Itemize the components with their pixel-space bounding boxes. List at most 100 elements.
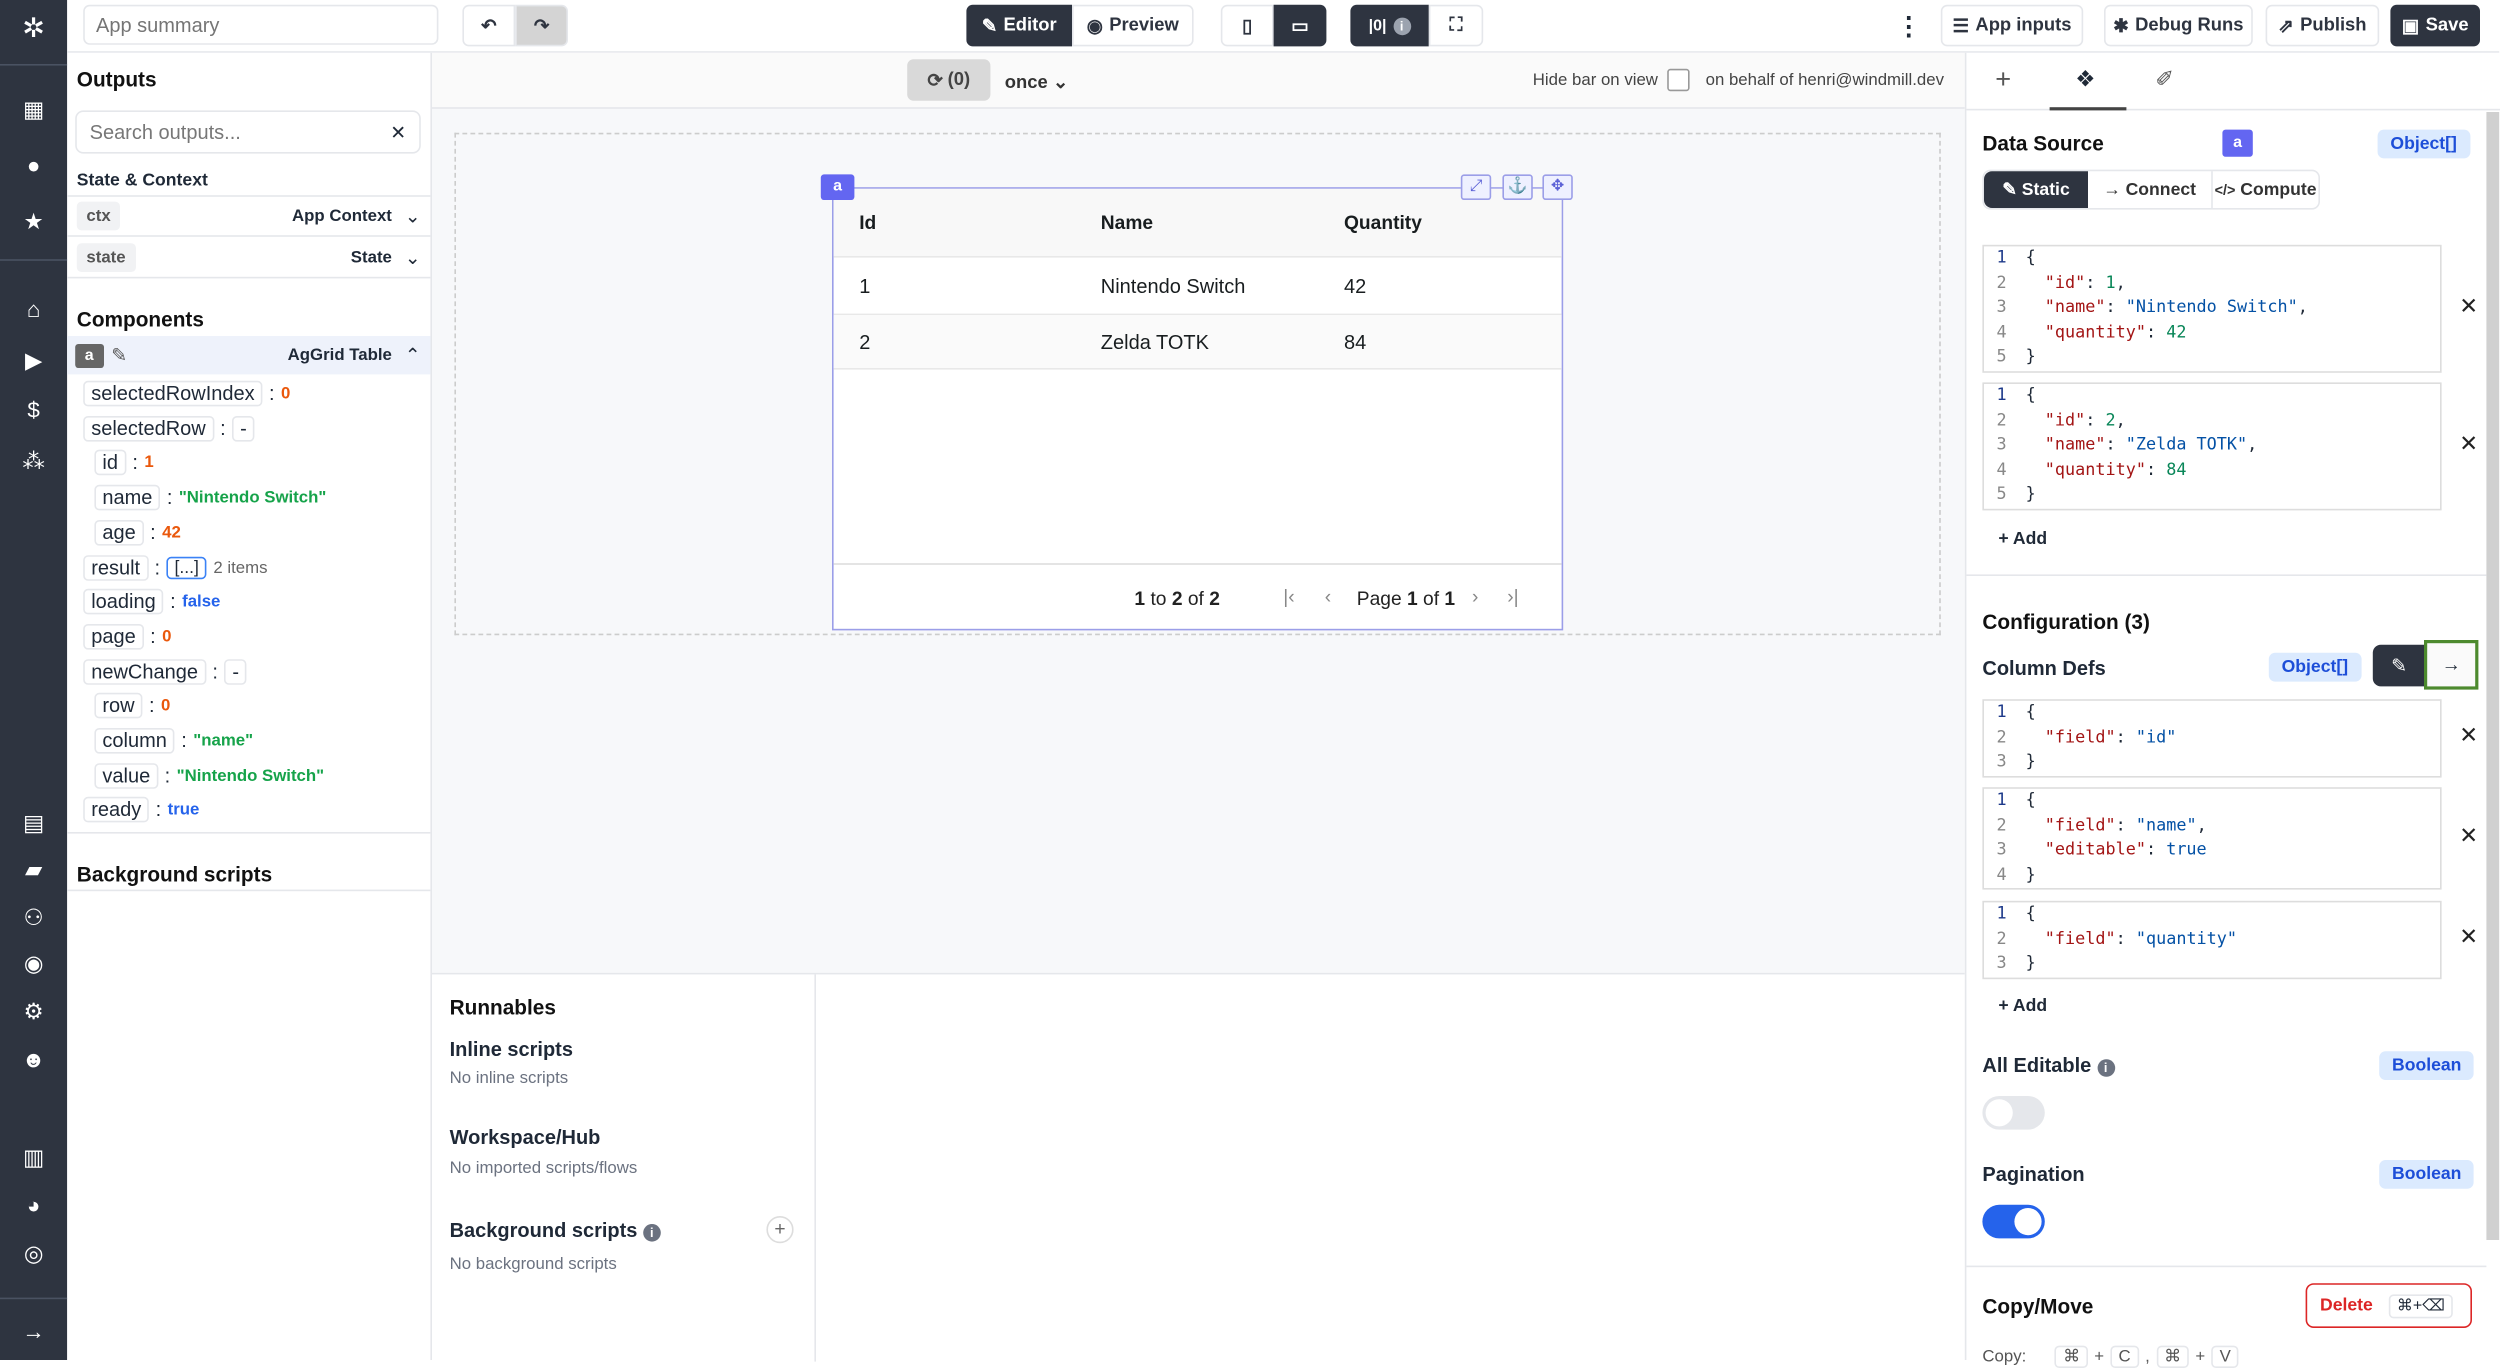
output-tree-item[interactable]: id : 1 — [94, 450, 154, 476]
table-row[interactable]: 2 Zelda TOTK 84 — [833, 315, 1562, 370]
anchor-icon[interactable]: ⚓ — [1502, 174, 1533, 200]
debug-runs-button[interactable]: ✱ Debug Runs — [2104, 4, 2253, 47]
connect-button[interactable]: → — [2424, 640, 2479, 690]
output-tree-item[interactable]: selectedRow : - — [83, 415, 255, 442]
user-icon[interactable]: ● — [26, 152, 41, 178]
component-row[interactable]: a ✎ AgGrid Table ⌃ — [67, 336, 431, 375]
search-outputs-input[interactable]: Search outputs... ✕ — [75, 110, 421, 154]
home-icon[interactable]: ⌂ — [26, 296, 41, 322]
static-edit-button[interactable]: ✎ — [2372, 644, 2426, 687]
all-editable-toggle[interactable] — [1982, 1096, 2045, 1130]
app-inputs-button[interactable]: ☰ App inputs — [1940, 4, 2084, 47]
output-tree-item[interactable]: row : 0 — [94, 693, 170, 719]
output-tree-item[interactable]: value : "Nintendo Switch" — [94, 762, 324, 789]
json-editor[interactable]: 1{2 "id": 1, 3 "name": "Nintendo Switch", 4 "… — [1982, 244, 2442, 372]
json-editor[interactable]: 1{2 "field": "name", 3 "editable": true 4} — [1982, 787, 2442, 890]
output-tree-item[interactable]: result : [...] 2 items — [83, 554, 268, 580]
json-editor[interactable]: 1{2 "id": 2, 3 "name": "Zelda TOTK", 4 "quant… — [1982, 382, 2442, 510]
breakpoint-button[interactable]: |0| i — [1350, 4, 1429, 47]
preview-button[interactable]: ◉ Preview — [1072, 4, 1194, 47]
windmill-logo-icon[interactable]: ✲ — [22, 12, 45, 44]
delete-button[interactable]: Delete ⌘+⌫ — [2305, 1283, 2472, 1328]
pencil-icon[interactable]: ✎ — [111, 344, 128, 367]
cell-name[interactable]: Zelda TOTK — [1100, 330, 1209, 353]
ctx-row[interactable]: ctx App Context ⌄ — [67, 195, 431, 237]
fullscreen-button[interactable]: ⛶ — [1428, 4, 1484, 47]
remove-item-icon[interactable]: ✕ — [2459, 923, 2478, 950]
pagination-toggle[interactable] — [1982, 1204, 2045, 1239]
play-icon[interactable]: ▶ — [24, 347, 43, 373]
output-tree-item[interactable]: column : "name" — [94, 728, 253, 754]
refresh-button[interactable]: ⟳ (0) — [907, 59, 991, 101]
folder-icon[interactable]: ▰ — [24, 856, 43, 882]
column-header-quantity[interactable]: Quantity — [1344, 211, 1422, 234]
calendar-icon[interactable]: ▤ — [23, 809, 45, 836]
cell-quantity[interactable]: 84 — [1344, 330, 1367, 353]
output-tree-item[interactable]: newChange : - — [83, 658, 247, 685]
last-page-icon[interactable]: ›| — [1507, 585, 1519, 608]
editor-button[interactable]: ✎ Editor — [966, 4, 1072, 47]
eye-icon[interactable]: ◉ — [23, 950, 44, 976]
expand-icon[interactable]: ⤢ — [1460, 174, 1492, 200]
run-mode-select[interactable]: once ⌄ — [1005, 70, 1069, 93]
undo-button[interactable]: ↶ — [462, 4, 516, 47]
output-tree-item[interactable]: page : 0 — [83, 623, 171, 650]
cell-id[interactable]: 2 — [859, 330, 871, 353]
scrollbar[interactable] — [2486, 112, 2500, 1240]
cubes-icon[interactable]: ⁂ — [22, 448, 45, 474]
cell-name[interactable]: Nintendo Switch — [1100, 274, 1246, 297]
table-row[interactable]: 1 Nintendo Switch 42 — [833, 258, 1562, 316]
github-icon[interactable]: ◎ — [23, 1240, 44, 1266]
output-tree-item[interactable]: ready : true — [83, 797, 199, 824]
cell-quantity[interactable]: 42 — [1344, 274, 1367, 297]
next-page-icon[interactable]: › — [1472, 585, 1479, 608]
clear-icon[interactable]: ✕ — [390, 120, 407, 144]
app-summary-input[interactable] — [83, 4, 439, 45]
users-icon[interactable]: ⚇ — [23, 904, 44, 930]
tab-styling-brush-icon[interactable]: ✐ — [2155, 65, 2174, 92]
tab-insert-plus-icon[interactable]: + — [1995, 64, 2012, 95]
building-icon[interactable]: ▦ — [23, 96, 45, 122]
discord-icon[interactable]: ◕ — [26, 1192, 41, 1218]
column-header-id[interactable]: Id — [859, 211, 877, 234]
more-menu-icon[interactable]: ⋮ — [1896, 14, 1922, 42]
output-tree-item[interactable]: name : "Nintendo Switch" — [94, 484, 326, 511]
hide-bar-checkbox[interactable] — [1667, 68, 1690, 92]
component-id-tag[interactable]: a — [820, 174, 855, 200]
output-value[interactable]: [...] — [166, 556, 207, 579]
move-icon[interactable]: ✥ — [1542, 174, 1573, 200]
json-editor[interactable]: 1{2 "field": "quantity" 3} — [1982, 900, 2442, 979]
output-tree-item[interactable]: age : 42 — [94, 519, 181, 546]
save-button[interactable]: ▣ Save — [2390, 4, 2480, 47]
first-page-icon[interactable]: |‹ — [1283, 585, 1295, 608]
tab-component-settings-icon[interactable]: ❖ — [2075, 65, 2096, 92]
robot-icon[interactable]: ☻ — [21, 1046, 46, 1072]
arrow-right-icon[interactable]: → — [22, 1318, 45, 1344]
gear-icon[interactable]: ⚙ — [23, 998, 44, 1024]
mode-connect[interactable]: → Connect — [2088, 171, 2213, 208]
add-background-script-button[interactable]: + — [766, 1216, 794, 1244]
star-icon[interactable]: ★ — [23, 208, 44, 234]
state-row[interactable]: state State ⌄ — [67, 237, 431, 279]
dollar-icon[interactable]: $ — [27, 396, 40, 423]
column-header-name[interactable]: Name — [1100, 211, 1154, 234]
output-value[interactable]: - — [224, 658, 247, 685]
output-tree-item[interactable]: selectedRowIndex : 0 — [83, 380, 290, 407]
redo-button[interactable]: ↷ — [515, 4, 568, 47]
mode-compute[interactable]: </> Compute — [2213, 171, 2319, 208]
add-column-def-button[interactable]: + Add — [1998, 996, 2048, 1016]
publish-button[interactable]: ⇗ Publish — [2265, 4, 2380, 47]
desktop-view-button[interactable]: ▭ — [1273, 4, 1327, 47]
mode-static[interactable]: ✎ Static — [1984, 171, 2088, 208]
mobile-view-button[interactable]: ▯ — [1220, 4, 1274, 47]
add-data-item-button[interactable]: + Add — [1998, 529, 2048, 549]
remove-item-icon[interactable]: ✕ — [2459, 430, 2478, 456]
book-icon[interactable]: ▥ — [23, 1144, 45, 1170]
remove-item-icon[interactable]: ✕ — [2459, 292, 2478, 318]
remove-item-icon[interactable]: ✕ — [2459, 722, 2478, 748]
cell-id[interactable]: 1 — [859, 274, 871, 297]
output-tree-item[interactable]: loading : false — [83, 589, 220, 615]
prev-page-icon[interactable]: ‹ — [1324, 585, 1332, 608]
output-value[interactable]: - — [232, 415, 255, 442]
json-editor[interactable]: 1{2 "field": "id" 3} — [1982, 699, 2442, 777]
